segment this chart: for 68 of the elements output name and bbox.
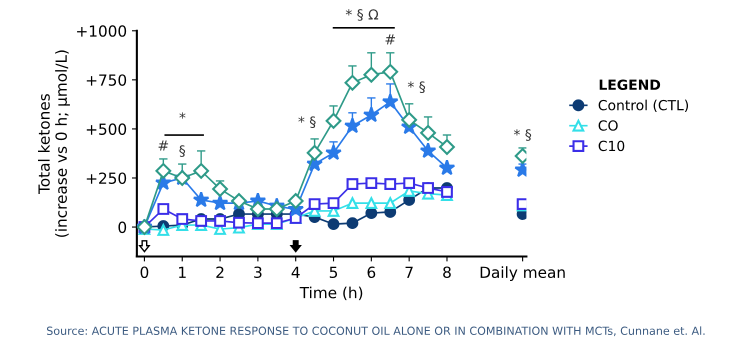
y-axis-title: Total ketones (increase vs 0 h; µmol/L) bbox=[38, 50, 70, 237]
legend-label: CO bbox=[598, 120, 618, 131]
point bbox=[346, 178, 358, 190]
x-tick-label: 3 bbox=[254, 266, 262, 278]
point bbox=[212, 181, 228, 197]
point bbox=[157, 224, 170, 236]
point bbox=[382, 93, 399, 110]
y-tick-label: +750 bbox=[86, 74, 126, 86]
point bbox=[365, 177, 378, 189]
point bbox=[325, 144, 342, 160]
point bbox=[441, 186, 453, 198]
point bbox=[306, 144, 323, 161]
point bbox=[328, 197, 340, 210]
legend-label: Control (CTL) bbox=[598, 100, 688, 112]
point bbox=[288, 193, 304, 209]
point bbox=[365, 197, 378, 210]
x-tick-label: 0 bbox=[140, 266, 148, 278]
y-tick-label: +500 bbox=[86, 123, 126, 135]
x-tick-label: 8 bbox=[443, 266, 451, 278]
point bbox=[328, 218, 340, 230]
point bbox=[346, 217, 358, 230]
point bbox=[346, 197, 358, 210]
point bbox=[176, 213, 188, 225]
point bbox=[326, 112, 342, 129]
point bbox=[155, 163, 172, 179]
annotation: * bbox=[179, 112, 186, 119]
point bbox=[401, 112, 418, 128]
point bbox=[403, 177, 416, 189]
point bbox=[420, 142, 436, 158]
x-axis-title: Time (h) bbox=[300, 286, 362, 300]
annotation: * § bbox=[514, 129, 532, 141]
point bbox=[268, 201, 285, 217]
x-tick-label: Daily mean bbox=[480, 266, 565, 282]
x-tick-label: 5 bbox=[330, 266, 338, 278]
point bbox=[192, 191, 210, 208]
source-note: Source: ACUTE PLASMA KETONE RESPONSE TO COCONUT OIL ALONE OR IN COMBINATION WITH MCTs, Cunnane et. Al. bbox=[46, 326, 705, 336]
y-tick-label: 0 bbox=[118, 222, 126, 234]
y-tick-label: +1000 bbox=[77, 25, 126, 37]
annotation: § bbox=[179, 145, 186, 157]
point bbox=[212, 194, 228, 210]
point bbox=[384, 197, 396, 210]
point bbox=[193, 163, 210, 179]
point bbox=[420, 124, 436, 141]
annotation: # bbox=[158, 140, 168, 151]
legend-label: C10 bbox=[598, 140, 624, 152]
annotation: # bbox=[386, 34, 396, 44]
point bbox=[250, 201, 266, 217]
point bbox=[344, 74, 360, 91]
point bbox=[157, 203, 170, 215]
point bbox=[384, 178, 396, 190]
x-tick-label: 2 bbox=[216, 266, 224, 278]
point bbox=[363, 106, 380, 122]
x-tick-label: 6 bbox=[368, 266, 376, 278]
point bbox=[308, 198, 321, 210]
x-tick-label: 7 bbox=[406, 266, 413, 278]
y-tick-label: +250 bbox=[86, 172, 126, 184]
point bbox=[233, 216, 245, 229]
annotation: * § bbox=[408, 81, 426, 94]
point bbox=[439, 139, 455, 155]
point bbox=[363, 66, 380, 83]
point bbox=[344, 117, 361, 134]
legend-title: LEGEND bbox=[600, 80, 660, 90]
text: * § Ω bbox=[346, 9, 378, 21]
point bbox=[438, 159, 456, 176]
x-tick-label: 4 bbox=[292, 266, 300, 278]
x-tick-label: 1 bbox=[179, 266, 186, 278]
point bbox=[382, 64, 398, 80]
annotation: * § bbox=[298, 116, 316, 128]
